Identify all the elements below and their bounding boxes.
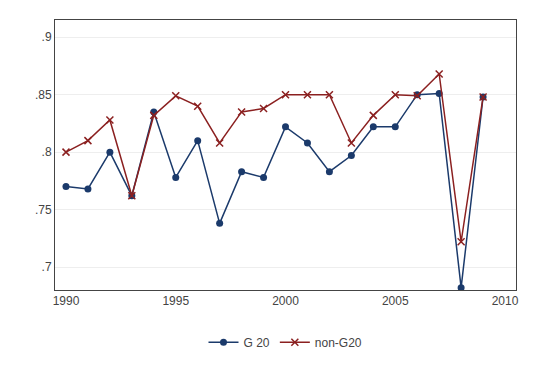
svg-text:2000: 2000 xyxy=(272,294,299,308)
svg-text:.8: .8 xyxy=(42,145,52,159)
svg-text:.7: .7 xyxy=(42,260,52,274)
svg-text:.75: .75 xyxy=(35,203,52,217)
svg-text:.85: .85 xyxy=(35,88,52,102)
svg-text:2010: 2010 xyxy=(492,294,519,308)
svg-text:non-G20: non-G20 xyxy=(315,336,362,350)
svg-text:1990: 1990 xyxy=(53,294,80,308)
svg-text:1995: 1995 xyxy=(162,294,189,308)
svg-text:2005: 2005 xyxy=(382,294,409,308)
svg-text:G 20: G 20 xyxy=(244,336,270,350)
svg-text:.9: .9 xyxy=(42,30,52,44)
